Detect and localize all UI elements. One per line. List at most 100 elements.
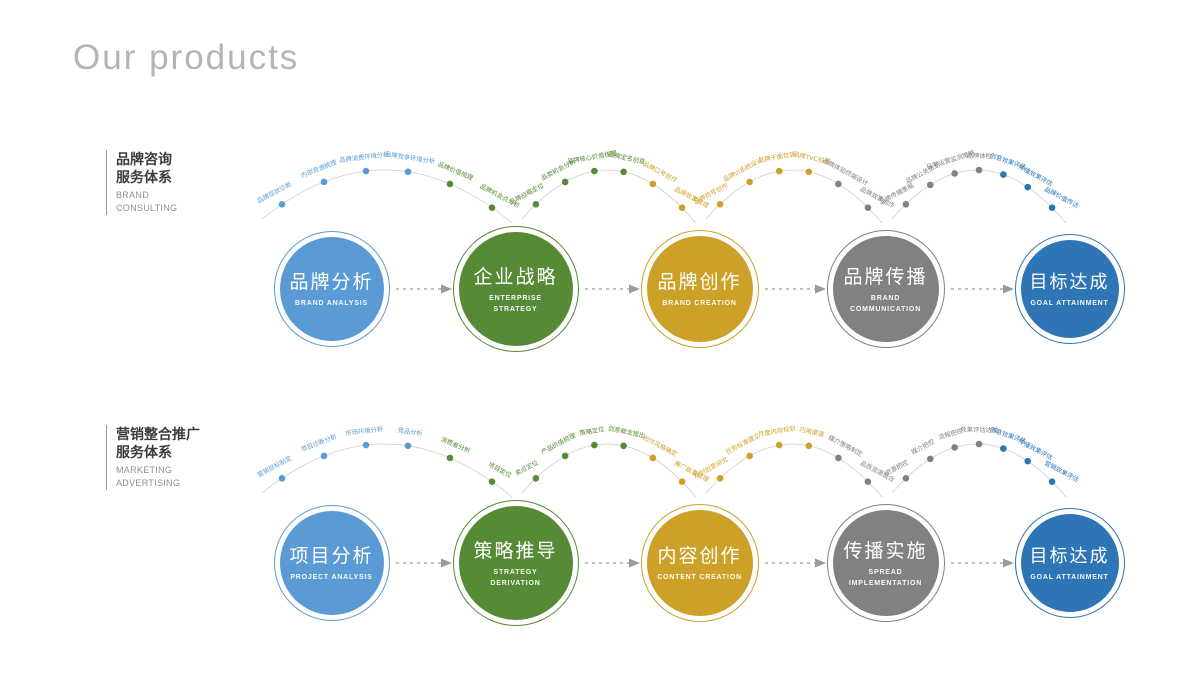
arc-path	[705, 169, 883, 224]
satellite-dot-icon	[775, 441, 783, 449]
satellite-label: 营销目标制定	[255, 453, 293, 479]
arc-path	[521, 169, 697, 224]
satellite-dot-icon	[864, 478, 872, 485]
process-node-brand-consulting-2: 品牌创作 BRAND CREATION	[640, 229, 759, 348]
satellite-label: 巧用渠道	[799, 425, 826, 439]
satellite-dot-icon	[532, 475, 540, 482]
satellite-dot-icon	[902, 201, 910, 208]
satellite-dot-icon	[951, 170, 958, 177]
process-node-fill: 传播实施 SPREAD IMPLEMENTATION	[832, 509, 939, 616]
process-node-fill: 企业战略 ENTERPRISE STRATEGY	[458, 231, 573, 346]
flow-arrowhead-icon	[815, 558, 826, 568]
process-node-marketing-advertising-2: 内容创作 CONTENT CREATION	[640, 503, 759, 622]
section-title-cn-line1: 营销整合推广	[116, 426, 200, 442]
satellite-dot-icon	[1048, 204, 1056, 211]
flow-arrowhead-icon	[1003, 558, 1014, 568]
satellite-dot-icon	[278, 475, 286, 482]
satellite-dot-icon	[716, 201, 724, 208]
flow-arrowhead-icon	[815, 284, 826, 294]
satellite-dot-icon	[678, 204, 686, 211]
satellite-dot-icon	[320, 178, 328, 186]
flow-arrowhead-icon	[441, 558, 452, 568]
satellite-dot-icon	[746, 452, 753, 460]
section-title-cn-line2: 服务体系	[116, 169, 172, 186]
node-title-cn: 品牌传播	[843, 267, 928, 289]
satellite-label: 内部资源梳理	[299, 157, 338, 180]
satellite-dot-icon	[446, 454, 454, 462]
satellite-dot-icon	[620, 442, 627, 450]
satellite-dot-icon	[591, 441, 598, 449]
section-title-en-line2: CONSULTING	[116, 202, 178, 213]
satellite-label: 品牌现状诊断	[255, 179, 293, 205]
satellite-dot-icon	[620, 168, 627, 176]
satellite-dot-icon	[805, 168, 813, 176]
process-node-fill: 项目分析 PROJECT ANALYSIS	[279, 510, 384, 615]
arc-path	[261, 443, 513, 498]
satellite-dot-icon	[1000, 445, 1007, 452]
node-title-en: BRAND CREATION	[662, 300, 737, 308]
satellite-label: 品牌体检	[967, 151, 993, 161]
satellite-label: 项目诊断分析	[299, 431, 338, 454]
satellite-dot-icon	[975, 440, 983, 448]
satellite-dot-icon	[775, 167, 783, 175]
satellite-dot-icon	[926, 181, 934, 189]
flow-arrowhead-icon	[629, 284, 640, 294]
node-title-en: STRATEGY DERIVATION	[490, 569, 541, 587]
satellite-label: 效果评估达成	[960, 425, 999, 435]
satellite-dot-icon	[446, 180, 454, 188]
satellite-label: 品牌千面包装	[757, 149, 796, 164]
satellite-dot-icon	[678, 478, 686, 485]
satellite-dot-icon	[926, 455, 934, 463]
satellite-label: 品牌定名创意	[607, 149, 646, 166]
process-node-fill: 品牌传播 BRAND COMMUNICATION	[832, 235, 939, 342]
flow-arrowhead-icon	[441, 284, 452, 294]
satellite-dot-icon	[716, 475, 724, 482]
satellite-label: 品牌战略定位	[508, 180, 546, 206]
node-title-cn: 目标达成	[1029, 545, 1110, 566]
process-node-brand-consulting-4: 目标达成 GOAL ATTAINMENT	[1014, 233, 1125, 344]
satellite-label: 媒介把控	[909, 436, 936, 456]
node-title-en: BRAND ANALYSIS	[295, 300, 368, 308]
satellite-dot-icon	[864, 204, 872, 211]
node-title-en: BRAND COMMUNICATION	[850, 295, 921, 313]
node-title-cn: 策略推导	[473, 541, 558, 563]
section-title-cn-line2: 服务体系	[116, 444, 172, 461]
process-node-brand-consulting-3: 品牌传播 BRAND COMMUNICATION	[826, 229, 945, 348]
section-title-en: MARKETING ADVERTISING	[116, 464, 200, 489]
section-title-en: BRAND CONSULTING	[116, 189, 177, 214]
satellite-label: 卖点定位	[513, 457, 540, 477]
process-node-fill: 目标达成 GOAL ATTAINMENT	[1020, 513, 1119, 612]
section-label-marketing-advertising: 营销整合推广 服务体系 MARKETING ADVERTISING	[106, 425, 200, 490]
satellite-dot-icon	[835, 454, 842, 462]
satellite-dot-icon	[532, 201, 540, 208]
satellite-label: 项目定位	[487, 460, 514, 480]
node-title-cn: 项目分析	[289, 546, 374, 568]
process-node-fill: 品牌分析 BRAND ANALYSIS	[279, 236, 384, 341]
node-title-en: GOAL ATTAINMENT	[1030, 299, 1109, 307]
satellite-dot-icon	[404, 442, 412, 450]
satellite-dot-icon	[362, 441, 370, 449]
satellite-dot-icon	[1024, 183, 1032, 191]
satellite-dot-icon	[561, 178, 569, 186]
process-node-marketing-advertising-1: 策略推导 STRATEGY DERIVATION	[452, 499, 579, 626]
node-title-en: ENTERPRISE STRATEGY	[489, 295, 542, 313]
satellite-dot-icon	[1048, 478, 1056, 485]
satellite-label: 任务标准建立	[724, 430, 762, 456]
satellite-dot-icon	[488, 478, 496, 485]
node-title-en: CONTENT CREATION	[657, 574, 742, 582]
satellite-label: 营销效果评估	[1043, 458, 1081, 484]
process-node-fill: 目标达成 GOAL ATTAINMENT	[1020, 239, 1119, 338]
satellite-dot-icon	[951, 444, 958, 451]
section-label-brand-consulting: 品牌咨询 服务体系 BRAND CONSULTING	[106, 150, 177, 215]
satellite-label: 月度内容规划	[757, 423, 796, 438]
section-title-en-line1: MARKETING	[116, 465, 173, 476]
satellite-label: 品牌消费环境分析	[339, 149, 391, 164]
satellite-label: 创意概念提出	[607, 423, 646, 440]
satellite-label: 品牌体验终端设计	[821, 156, 870, 188]
flow-arrowhead-icon	[629, 558, 640, 568]
process-node-fill: 内容创作 CONTENT CREATION	[646, 509, 753, 616]
node-title-cn: 品牌分析	[289, 272, 374, 294]
satellite-label: 品牌符号创作	[692, 180, 730, 206]
satellite-label: 品牌竞争环境分析	[385, 149, 437, 166]
